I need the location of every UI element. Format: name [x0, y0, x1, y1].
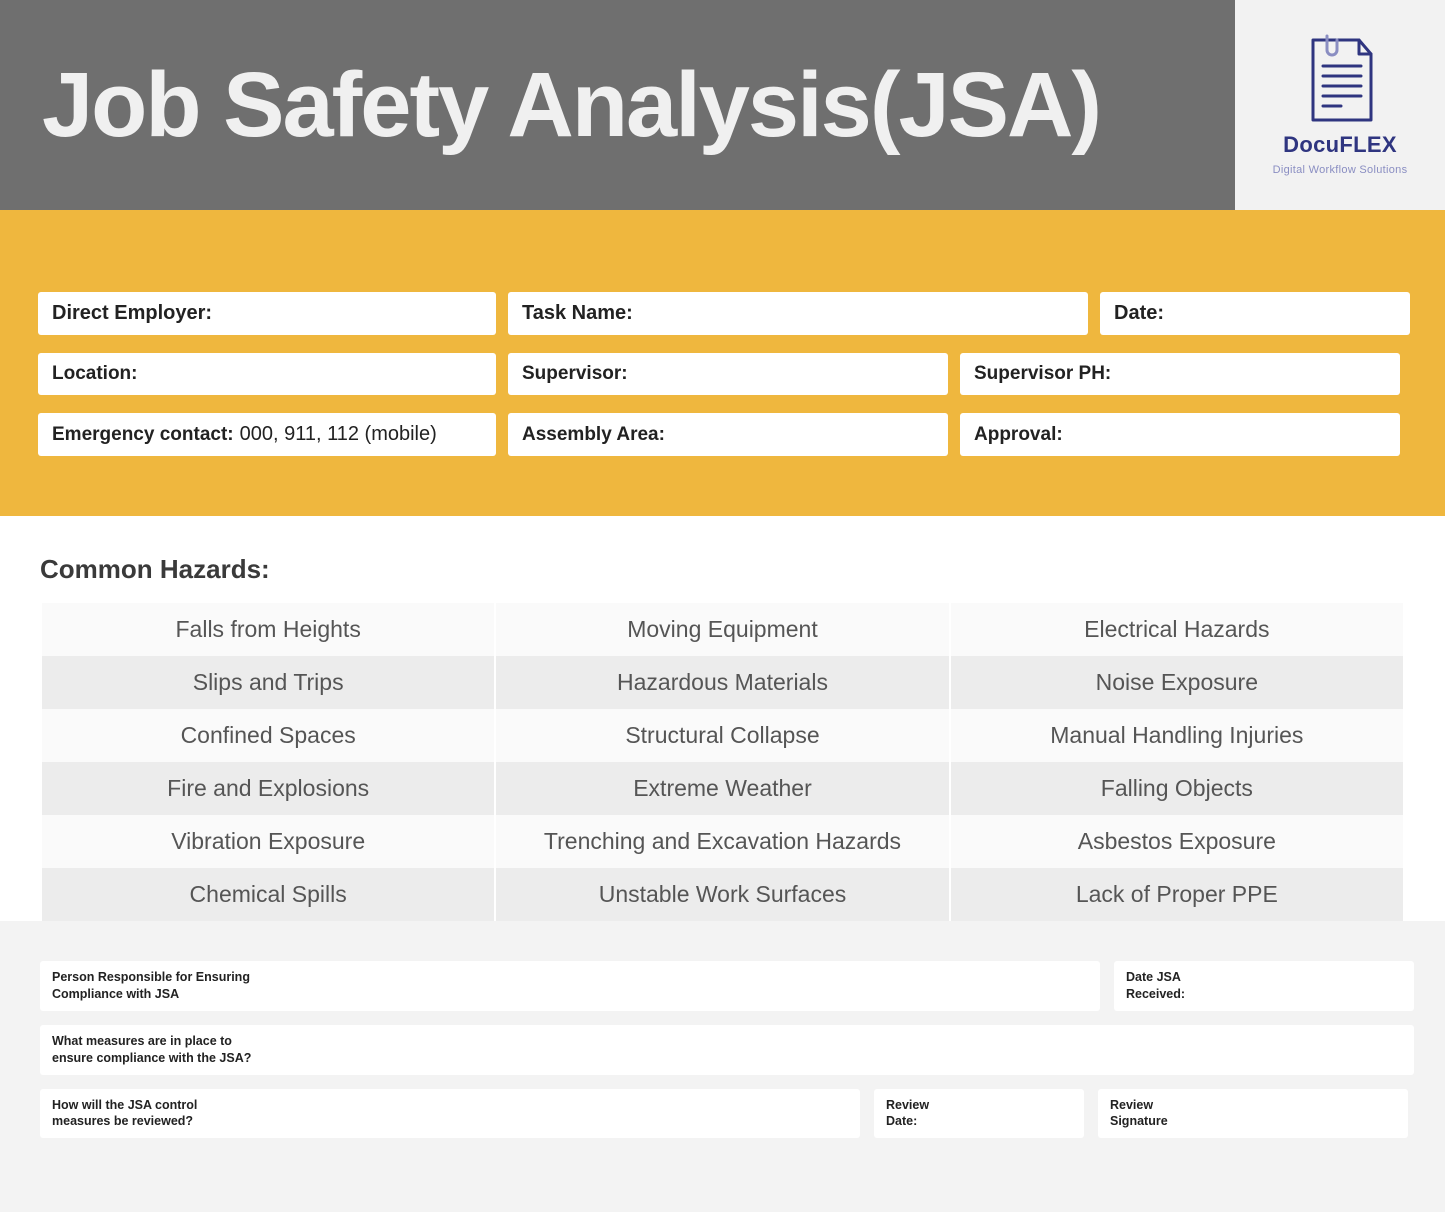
hazard-row: Falls from HeightsMoving EquipmentElectr… — [42, 603, 1403, 656]
field-label: Assembly Area: — [522, 424, 665, 446]
info-row: Location: Supervisor: Supervisor PH: — [38, 353, 1407, 395]
hazard-cell: Extreme Weather — [496, 762, 948, 815]
field-value: 000, 911, 112 (mobile) — [240, 423, 437, 446]
hazard-row: Slips and TripsHazardous MaterialsNoise … — [42, 656, 1403, 709]
info-field[interactable]: Emergency contact: 000, 911, 112 (mobile… — [38, 413, 496, 456]
hazard-cell: Moving Equipment — [496, 603, 948, 656]
field-label: Date: — [1114, 302, 1164, 325]
info-field[interactable]: Assembly Area: — [508, 413, 948, 456]
page-title: Job Safety Analysis(JSA) — [42, 53, 1100, 158]
hazard-cell: Electrical Hazards — [951, 603, 1403, 656]
hazard-row: Chemical SpillsUnstable Work SurfacesLac… — [42, 868, 1403, 921]
logo-panel: DocuFLEX Digital Workflow Solutions — [1235, 0, 1445, 210]
compliance-field[interactable]: How will the JSA control measures be rev… — [40, 1089, 860, 1139]
hazard-cell: Falling Objects — [951, 762, 1403, 815]
field-label: Approval: — [974, 424, 1063, 446]
header: Job Safety Analysis(JSA) — [0, 0, 1445, 210]
hazard-cell: Confined Spaces — [42, 709, 494, 762]
compliance-field[interactable]: Review Signature — [1098, 1089, 1408, 1139]
compliance-row: What measures are in place to ensure com… — [40, 1025, 1405, 1075]
field-label: Date JSA Received: — [1126, 969, 1185, 1003]
field-label: Review Date: — [886, 1097, 929, 1131]
compliance-row: How will the JSA control measures be rev… — [40, 1089, 1405, 1139]
info-band: Direct Employer: Task Name: Date: Location:… — [0, 210, 1445, 516]
info-row: Emergency contact: 000, 911, 112 (mobile… — [38, 413, 1407, 456]
compliance-field[interactable]: Review Date: — [874, 1089, 1084, 1139]
info-field[interactable]: Supervisor PH: — [960, 353, 1400, 395]
field-label: Direct Employer: — [52, 302, 212, 325]
hazard-row: Fire and ExplosionsExtreme WeatherFallin… — [42, 762, 1403, 815]
field-label: Review Signature — [1110, 1097, 1168, 1131]
compliance-field[interactable]: Date JSA Received: — [1114, 961, 1414, 1011]
field-label: Supervisor: — [522, 363, 628, 385]
hazard-cell: Hazardous Materials — [496, 656, 948, 709]
info-field[interactable]: Approval: — [960, 413, 1400, 456]
compliance-row: Person Responsible for Ensuring Complian… — [40, 961, 1405, 1011]
hazard-cell: Trenching and Excavation Hazards — [496, 815, 948, 868]
field-label: Person Responsible for Ensuring Complian… — [52, 969, 250, 1003]
document-clip-icon — [1301, 34, 1379, 126]
info-row: Direct Employer: Task Name: Date: — [38, 292, 1407, 335]
hazard-cell: Structural Collapse — [496, 709, 948, 762]
field-label: Task Name: — [522, 302, 633, 325]
hazards-section: Common Hazards: Falls from HeightsMoving… — [0, 516, 1445, 921]
hazards-table: Falls from HeightsMoving EquipmentElectr… — [40, 603, 1405, 921]
field-label: What measures are in place to ensure com… — [52, 1033, 251, 1067]
logo-prefix: Docu — [1283, 132, 1339, 157]
logo-tagline: Digital Workflow Solutions — [1273, 164, 1408, 176]
info-field[interactable]: Direct Employer: — [38, 292, 496, 335]
hazard-cell: Slips and Trips — [42, 656, 494, 709]
hazard-cell: Chemical Spills — [42, 868, 494, 921]
compliance-field[interactable]: Person Responsible for Ensuring Complian… — [40, 961, 1100, 1011]
field-label: How will the JSA control measures be rev… — [52, 1097, 197, 1131]
hazard-cell: Unstable Work Surfaces — [496, 868, 948, 921]
hazard-row: Vibration ExposureTrenching and Excavati… — [42, 815, 1403, 868]
jsa-document: Job Safety Analysis(JSA) — [0, 0, 1445, 1212]
info-field[interactable]: Task Name: — [508, 292, 1088, 335]
logo-suffix: FLEX — [1339, 132, 1396, 157]
hazard-cell: Noise Exposure — [951, 656, 1403, 709]
info-field[interactable]: Date: — [1100, 292, 1410, 335]
hazard-cell: Asbestos Exposure — [951, 815, 1403, 868]
field-label: Supervisor PH: — [974, 363, 1111, 385]
field-label: Emergency contact: — [52, 424, 234, 446]
header-title-panel: Job Safety Analysis(JSA) — [0, 0, 1235, 210]
info-field[interactable]: Location: — [38, 353, 496, 395]
hazards-title: Common Hazards: — [40, 554, 1405, 585]
hazard-cell: Fire and Explosions — [42, 762, 494, 815]
hazard-cell: Falls from Heights — [42, 603, 494, 656]
hazard-row: Confined SpacesStructural CollapseManual… — [42, 709, 1403, 762]
hazard-cell: Lack of Proper PPE — [951, 868, 1403, 921]
hazard-cell: Manual Handling Injuries — [951, 709, 1403, 762]
info-field[interactable]: Supervisor: — [508, 353, 948, 395]
compliance-field[interactable]: What measures are in place to ensure com… — [40, 1025, 1414, 1075]
compliance-section: Person Responsible for Ensuring Complian… — [0, 921, 1445, 1212]
field-label: Location: — [52, 363, 138, 385]
logo-text: DocuFLEX — [1283, 132, 1397, 158]
hazard-cell: Vibration Exposure — [42, 815, 494, 868]
